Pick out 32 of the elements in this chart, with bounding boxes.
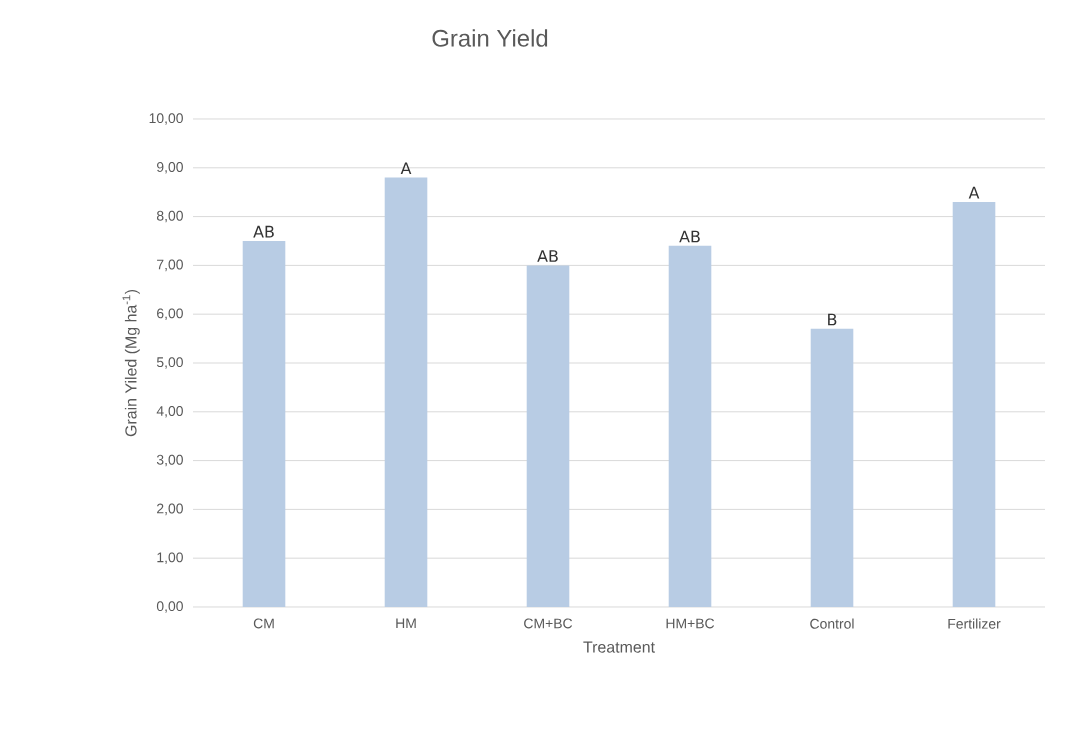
y-tick-label: 4,00 (156, 406, 183, 418)
y-tick-label: 10,00 (149, 113, 183, 125)
x-tick-label: CM (253, 618, 274, 629)
y-axis-title: Grain Yiled (Mg ha$^{-1}$) (122, 289, 140, 437)
y-tick-label: 0,00 (156, 601, 183, 613)
y-tick-label: 9,00 (157, 162, 183, 174)
chart-title: Grain Yield (432, 29, 548, 47)
annotation: AB (537, 250, 558, 262)
y-tick-label: 5,00 (156, 357, 183, 369)
y-tick-label: 7,00 (157, 259, 183, 272)
x-tick-label: HM (396, 618, 416, 629)
bar (384, 177, 428, 607)
annotation: AB (679, 230, 700, 243)
x-tick-label: CM+BC (524, 618, 573, 629)
bar (242, 240, 286, 607)
annotation: B (828, 313, 837, 326)
bar (810, 328, 854, 607)
annotation: A (400, 162, 412, 175)
y-tick-label: 1,00 (157, 552, 183, 564)
y-tick-label: 2,00 (157, 503, 183, 516)
x-tick-label: HM+BC (666, 618, 715, 629)
y-tick-label: 3,00 (156, 454, 183, 467)
annotation: A (968, 186, 980, 199)
bar (668, 245, 712, 607)
annotation: AB (253, 225, 274, 238)
x-tick-label: Fertilizer (948, 618, 1001, 629)
y-tick-label: 8,00 (156, 210, 183, 223)
y-tick-label: 6,00 (157, 308, 183, 320)
bar (952, 201, 996, 607)
bar (526, 265, 570, 607)
x-tick-label: Control (810, 618, 854, 629)
x-axis-title: Treatment (583, 641, 655, 653)
